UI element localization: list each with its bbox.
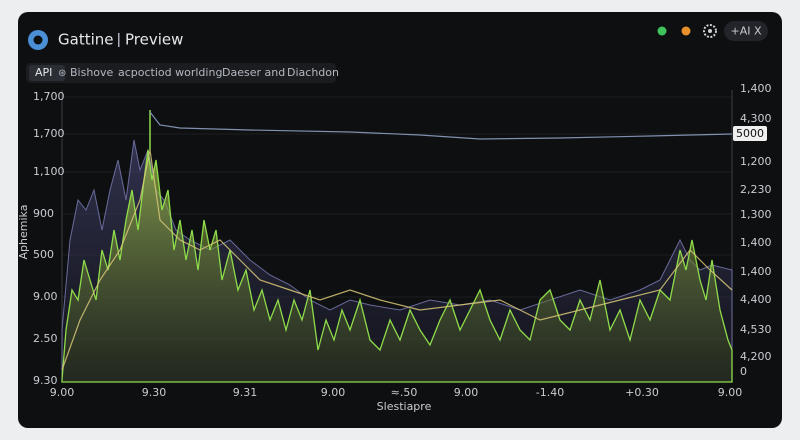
x-label: +0.30 <box>625 386 659 399</box>
title-separator <box>118 33 120 47</box>
left-label: 1,100 <box>33 165 65 178</box>
value-badge-label: 5000 <box>736 127 764 140</box>
toolbar-item[interactable]: Diachdon <box>287 66 339 79</box>
x-label: 9.31 <box>233 386 258 399</box>
x-label: 9.30 <box>142 386 167 399</box>
left-label: 1,700 <box>33 90 65 103</box>
green-area <box>61 149 733 383</box>
yellow-line <box>61 149 733 371</box>
x-label: ≈.50 <box>391 386 418 399</box>
toolbar-item[interactable]: Daeser and <box>222 66 285 79</box>
right-label: 0 <box>740 365 747 378</box>
x-label: 9.00 <box>454 386 479 399</box>
right-label: 1,300 <box>740 208 772 221</box>
x-label: 9.00 <box>50 386 75 399</box>
status-green[interactable] <box>657 26 667 36</box>
right-label: 4,200 <box>740 350 772 363</box>
gear-core <box>708 29 712 33</box>
left-label: 2.50 <box>33 332 58 345</box>
right-label: 4,530 <box>740 323 772 336</box>
right-label: 1,200 <box>740 155 772 168</box>
x-label: 9.00 <box>321 386 346 399</box>
y-axis-title: Aphemika <box>17 205 30 260</box>
gear <box>703 24 717 38</box>
app-subtitle: Preview <box>125 31 183 49</box>
right-label: 1,400 <box>740 236 772 249</box>
left-label: 1,700 <box>33 127 65 140</box>
api-tag-label: API <box>35 66 52 79</box>
api-tag[interactable] <box>29 65 65 81</box>
ai-pill-label: +AI X <box>730 25 761 38</box>
status-orange[interactable] <box>681 26 691 36</box>
right-label: 1,400 <box>740 82 772 95</box>
left-label: 9.00 <box>33 290 58 303</box>
toolbar-item[interactable]: acpoctiod worlding <box>118 66 222 79</box>
axis-labels: 1,700 1,700 1,100 900 500 9.00 2.50 9.30 1,400 4,… <box>33 82 772 399</box>
left-label: 900 <box>33 207 54 220</box>
right-label: 4,300 <box>740 112 772 125</box>
x-axis-title: Slestiapre <box>377 400 432 413</box>
ai-pill[interactable] <box>724 21 768 41</box>
top-line <box>149 111 733 140</box>
right-label: 4,400 <box>740 293 772 306</box>
right-label: 1,400 <box>740 265 772 278</box>
settings-icon[interactable] <box>703 24 717 38</box>
left-label: 9.30 <box>33 374 58 387</box>
left-label: 500 <box>33 248 54 261</box>
toolbar-icon: ⊛ <box>58 68 66 79</box>
app-title: Gattine <box>58 31 113 49</box>
x-label: 9.00 <box>718 386 743 399</box>
x-label: -1.40 <box>536 386 564 399</box>
value-badge <box>733 126 767 141</box>
right-label: 2,230 <box>740 183 772 196</box>
toolbar <box>26 63 336 83</box>
logo-core <box>33 35 43 45</box>
toolbar-item[interactable]: Bishove <box>70 66 114 79</box>
